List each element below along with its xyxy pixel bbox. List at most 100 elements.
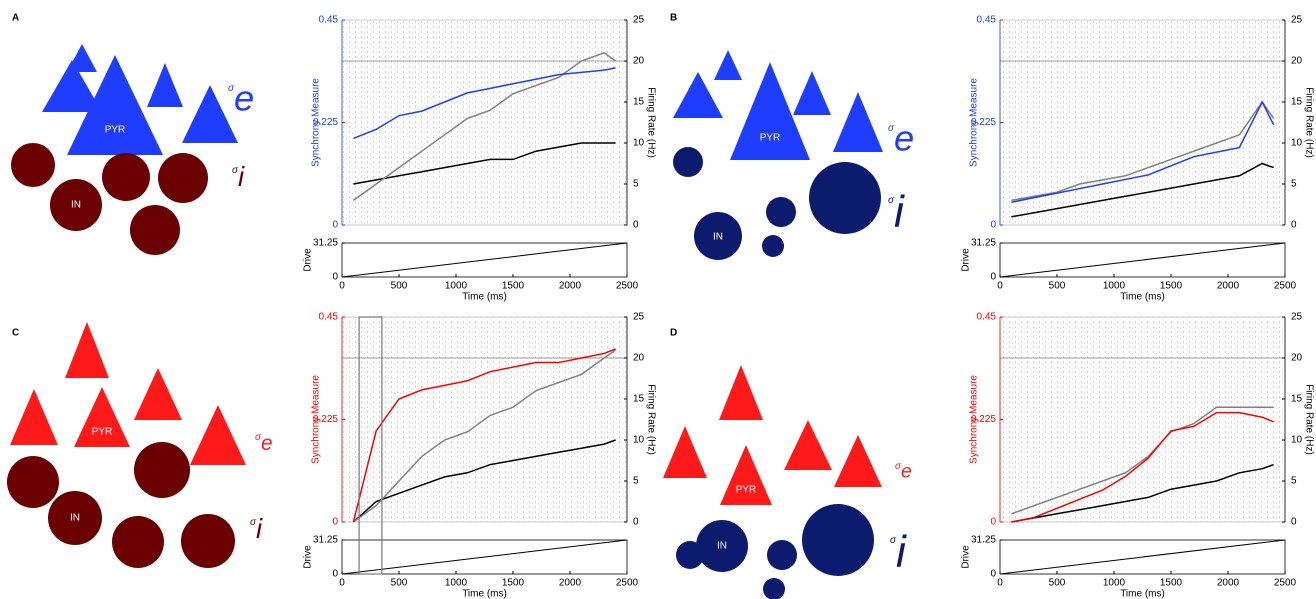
y2-tick-label: 25 <box>1291 312 1303 323</box>
drive-tick-label: 31.25 <box>313 238 338 249</box>
x-tick-label: 0 <box>339 281 345 292</box>
drive-tick-label: 31.25 <box>971 535 996 546</box>
circle <box>7 456 59 508</box>
x-tick-label: 500 <box>1049 578 1066 589</box>
raster-background <box>1000 317 1285 522</box>
sigma-e: σe <box>888 117 914 158</box>
drive-tick-label: 0 <box>990 272 996 283</box>
y2-axis-label: Firing Rate (Hz) <box>1303 384 1314 455</box>
circle <box>802 504 874 576</box>
x-axis-label: Time (ms) <box>462 589 507 599</box>
circle <box>50 179 102 231</box>
sigma-symbol: σ <box>895 461 902 472</box>
y2-tick-label: 5 <box>1291 476 1297 487</box>
y2-tick-label: 5 <box>633 179 639 190</box>
x-tick-label: 500 <box>1049 281 1066 292</box>
x-tick-label: 1500 <box>502 578 525 589</box>
x-tick-label: 2500 <box>1274 281 1297 292</box>
series-line <box>1011 463 1274 523</box>
subscript: e <box>894 117 914 158</box>
circle <box>767 540 797 570</box>
triangle <box>42 60 102 112</box>
x-tick-label: 1000 <box>445 578 468 589</box>
circle <box>673 147 703 177</box>
y2-tick-label: 10 <box>633 138 645 149</box>
sigma-e: σe <box>255 432 273 455</box>
x-tick-label: 0 <box>997 281 1003 292</box>
panel-label: C <box>12 328 19 339</box>
x-tick-label: 500 <box>391 281 408 292</box>
triangle <box>10 389 58 445</box>
y2-tick-label: 0 <box>633 517 639 528</box>
series-line <box>352 51 617 202</box>
raster-background <box>342 20 627 225</box>
in-label: IN <box>717 541 727 552</box>
x-tick-label: 500 <box>391 578 408 589</box>
y2-axis-label: Firing Rate (Hz) <box>1303 87 1314 158</box>
x-tick-label: 1500 <box>1160 281 1183 292</box>
triangle <box>190 405 246 465</box>
sigma-symbol: σ <box>250 517 257 528</box>
series-line <box>352 349 617 523</box>
triangle <box>720 445 772 505</box>
pyr-label: PYR <box>736 485 757 496</box>
subscript: i <box>256 513 263 544</box>
drive-tick-label: 0 <box>990 569 996 580</box>
y-axis-label: Synchrony Measure <box>969 78 980 167</box>
y2-axis-label: Firing Rate (Hz) <box>645 384 656 455</box>
triangle <box>793 71 831 115</box>
triangle <box>719 365 763 420</box>
circle <box>694 212 742 260</box>
panel-label: A <box>12 13 19 24</box>
in-label: IN <box>70 513 80 524</box>
x-tick-label: 0 <box>339 578 345 589</box>
series-line <box>1011 411 1274 523</box>
x-tick-label: 1000 <box>445 281 468 292</box>
subscript: e <box>901 461 912 483</box>
y2-tick-label: 20 <box>1291 56 1303 67</box>
sigma-i: σi <box>250 513 263 544</box>
drive-line <box>999 242 1286 278</box>
triangle <box>67 44 97 72</box>
y2-tick-label: 15 <box>1291 97 1303 108</box>
pyr-label: PYR <box>92 427 113 438</box>
x-tick-label: 2000 <box>1217 578 1240 589</box>
panel-label: B <box>670 13 677 24</box>
drive-tick-label: 0 <box>332 569 338 580</box>
y2-tick-label: 25 <box>633 15 645 26</box>
drive-frame <box>999 539 1286 575</box>
triangle <box>730 62 810 160</box>
subscript: i <box>238 161 245 192</box>
series-line <box>1011 100 1275 202</box>
y2-tick-label: 25 <box>1291 15 1303 26</box>
triangle <box>673 72 723 118</box>
panel-label: D <box>670 328 677 339</box>
circle <box>134 442 190 498</box>
y2-tick-label: 15 <box>1291 394 1303 405</box>
drive-frame <box>341 539 628 575</box>
sigma-e: σe <box>228 77 254 118</box>
x-tick-label: 0 <box>997 578 1003 589</box>
triangle <box>134 368 182 420</box>
circle <box>102 153 150 201</box>
subscript: e <box>234 77 254 118</box>
circle <box>763 578 785 599</box>
circle <box>181 514 235 568</box>
y-axis-label: Synchrony Measure <box>311 375 322 464</box>
y2-tick-label: 0 <box>1291 220 1297 231</box>
y-tick-label: 0.225 <box>313 117 338 128</box>
drive-axis-label: Drive <box>961 545 972 569</box>
y-tick-label: 0 <box>990 517 996 528</box>
x-tick-label: 2500 <box>1274 578 1297 589</box>
x-tick-label: 2500 <box>616 578 639 589</box>
circle <box>11 143 55 187</box>
y-axis-label: Synchrony Measure <box>969 375 980 464</box>
drive-line <box>341 539 628 575</box>
triangle <box>182 85 238 143</box>
subscript: i <box>894 188 905 237</box>
subscript: e <box>261 432 273 455</box>
x-tick-label: 1500 <box>502 281 525 292</box>
y-tick-label: 0 <box>332 220 338 231</box>
triangle <box>67 55 163 155</box>
drive-axis-label: Drive <box>303 545 314 569</box>
